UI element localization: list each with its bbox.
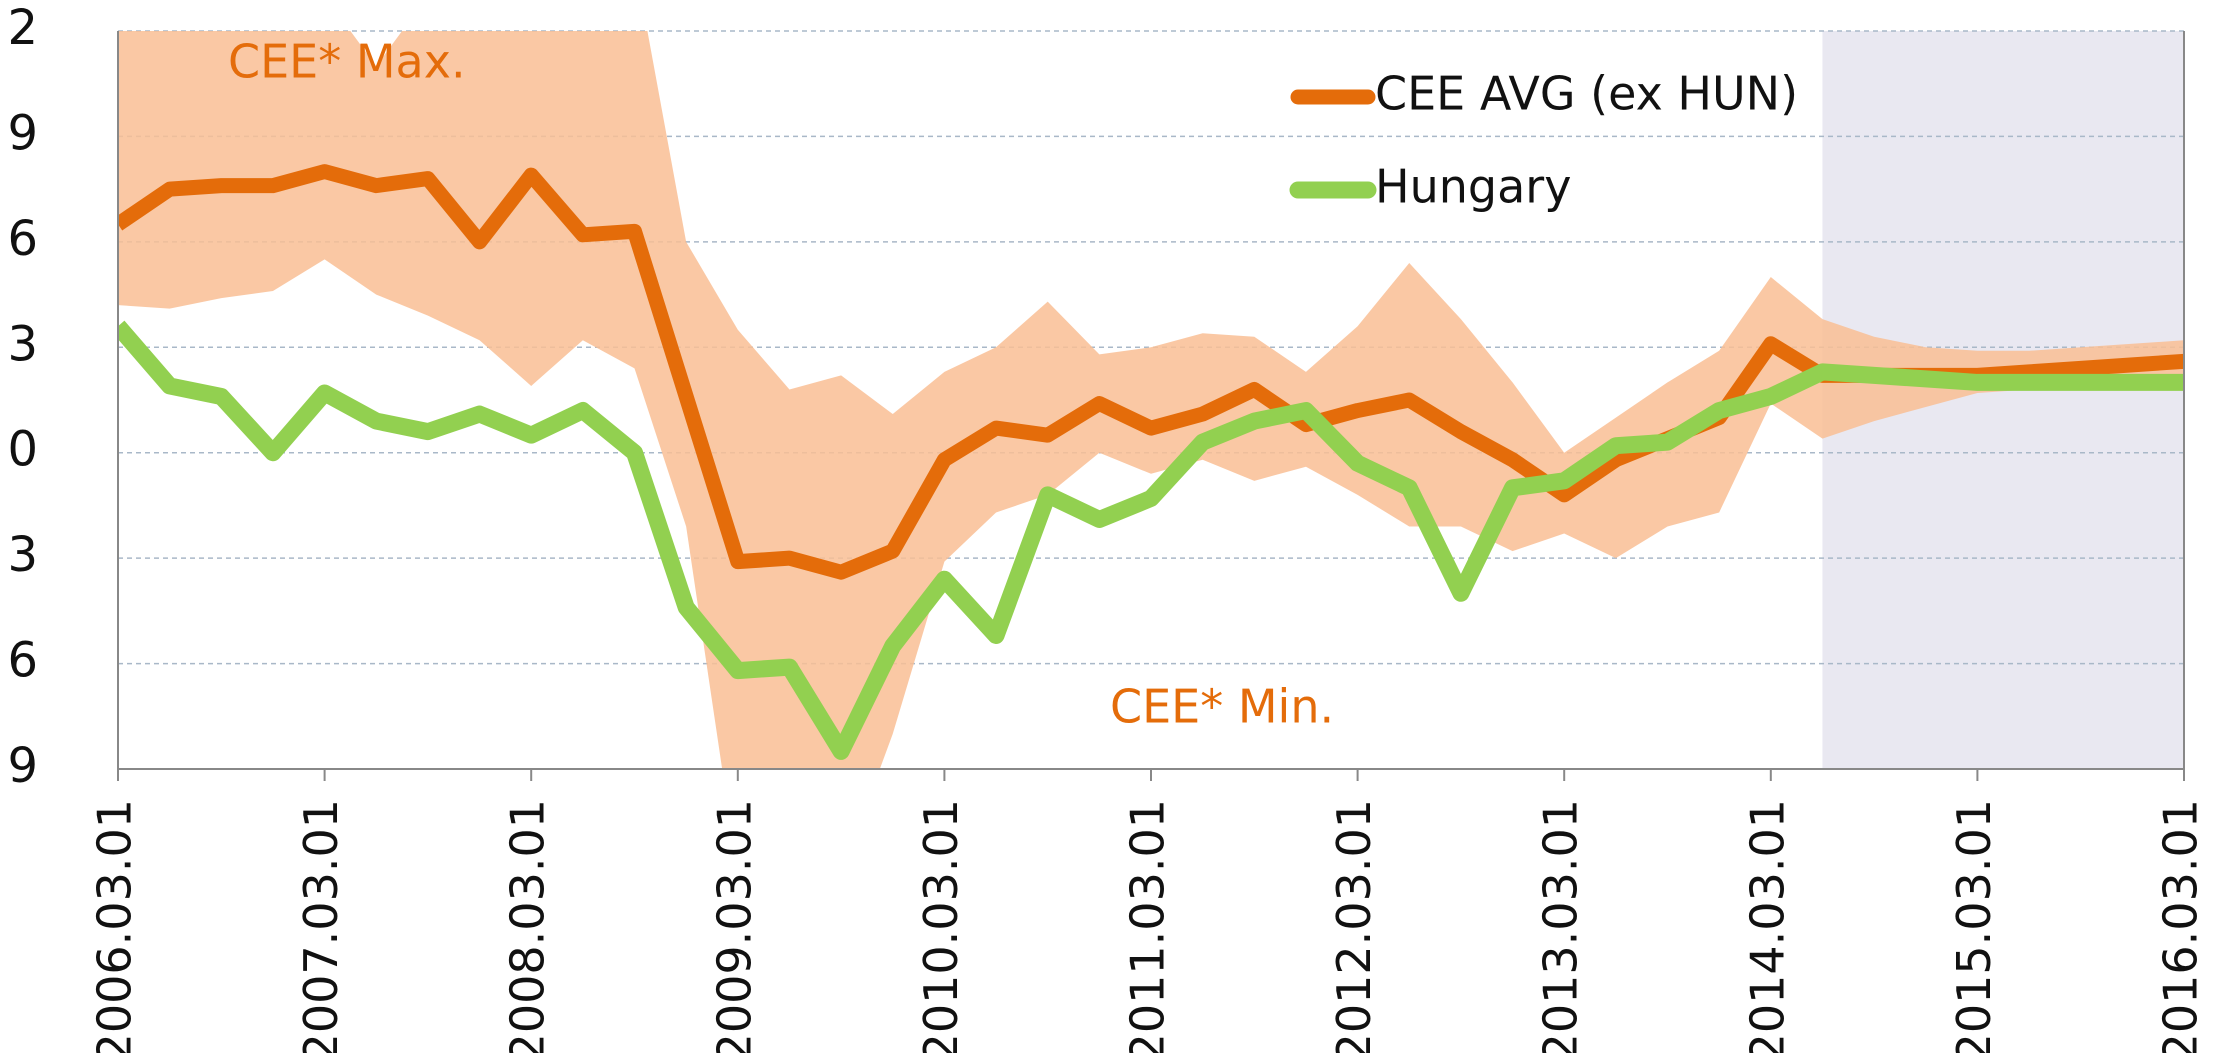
x-tick-label: 2013.03.01 (1534, 799, 1588, 1053)
x-tick-label: 2010.03.01 (914, 799, 968, 1053)
legend-label: CEE AVG (ex HUN) (1375, 67, 1798, 121)
y-tick-label: 9 (7, 738, 38, 794)
x-tick-label: 2014.03.01 (1740, 799, 1794, 1053)
y-tick-label: 3 (7, 316, 38, 372)
x-tick-label: 2008.03.01 (501, 799, 555, 1053)
band-min-label: CEE* Min. (1110, 680, 1334, 734)
x-tick-label: 2016.03.01 (2154, 799, 2208, 1053)
y-tick-label: 6 (7, 633, 38, 689)
x-tick-label: 2015.03.01 (1947, 799, 2001, 1053)
y-tick-label: 6 (7, 211, 38, 267)
x-tick-label: 2009.03.01 (707, 799, 761, 1053)
x-tick-label: 2006.03.01 (88, 799, 142, 1053)
x-tick-label: 2012.03.01 (1327, 799, 1381, 1053)
lines-layer (118, 164, 2184, 760)
band-layer (118, 31, 2184, 769)
x-tick-label: 2007.03.01 (294, 799, 348, 1053)
axes-layer (117, 31, 2185, 781)
y-tick-label: 9 (7, 105, 38, 161)
y-tick-label: 3 (7, 527, 38, 583)
legend-label: Hungary (1375, 160, 1571, 214)
series-line (118, 320, 2184, 760)
y-tick-label: 2 (7, 0, 38, 56)
y-tick-label: 0 (7, 422, 38, 478)
min-max-band (118, 31, 2184, 769)
x-tick-label: 2011.03.01 (1121, 799, 1175, 1053)
band-max-label: CEE* Max. (228, 35, 466, 89)
labels-layer: 9 6 3 0 3 6 9 2 2006.03.01 2007.03.01 2008.03.01 20… (7, 0, 2207, 1053)
